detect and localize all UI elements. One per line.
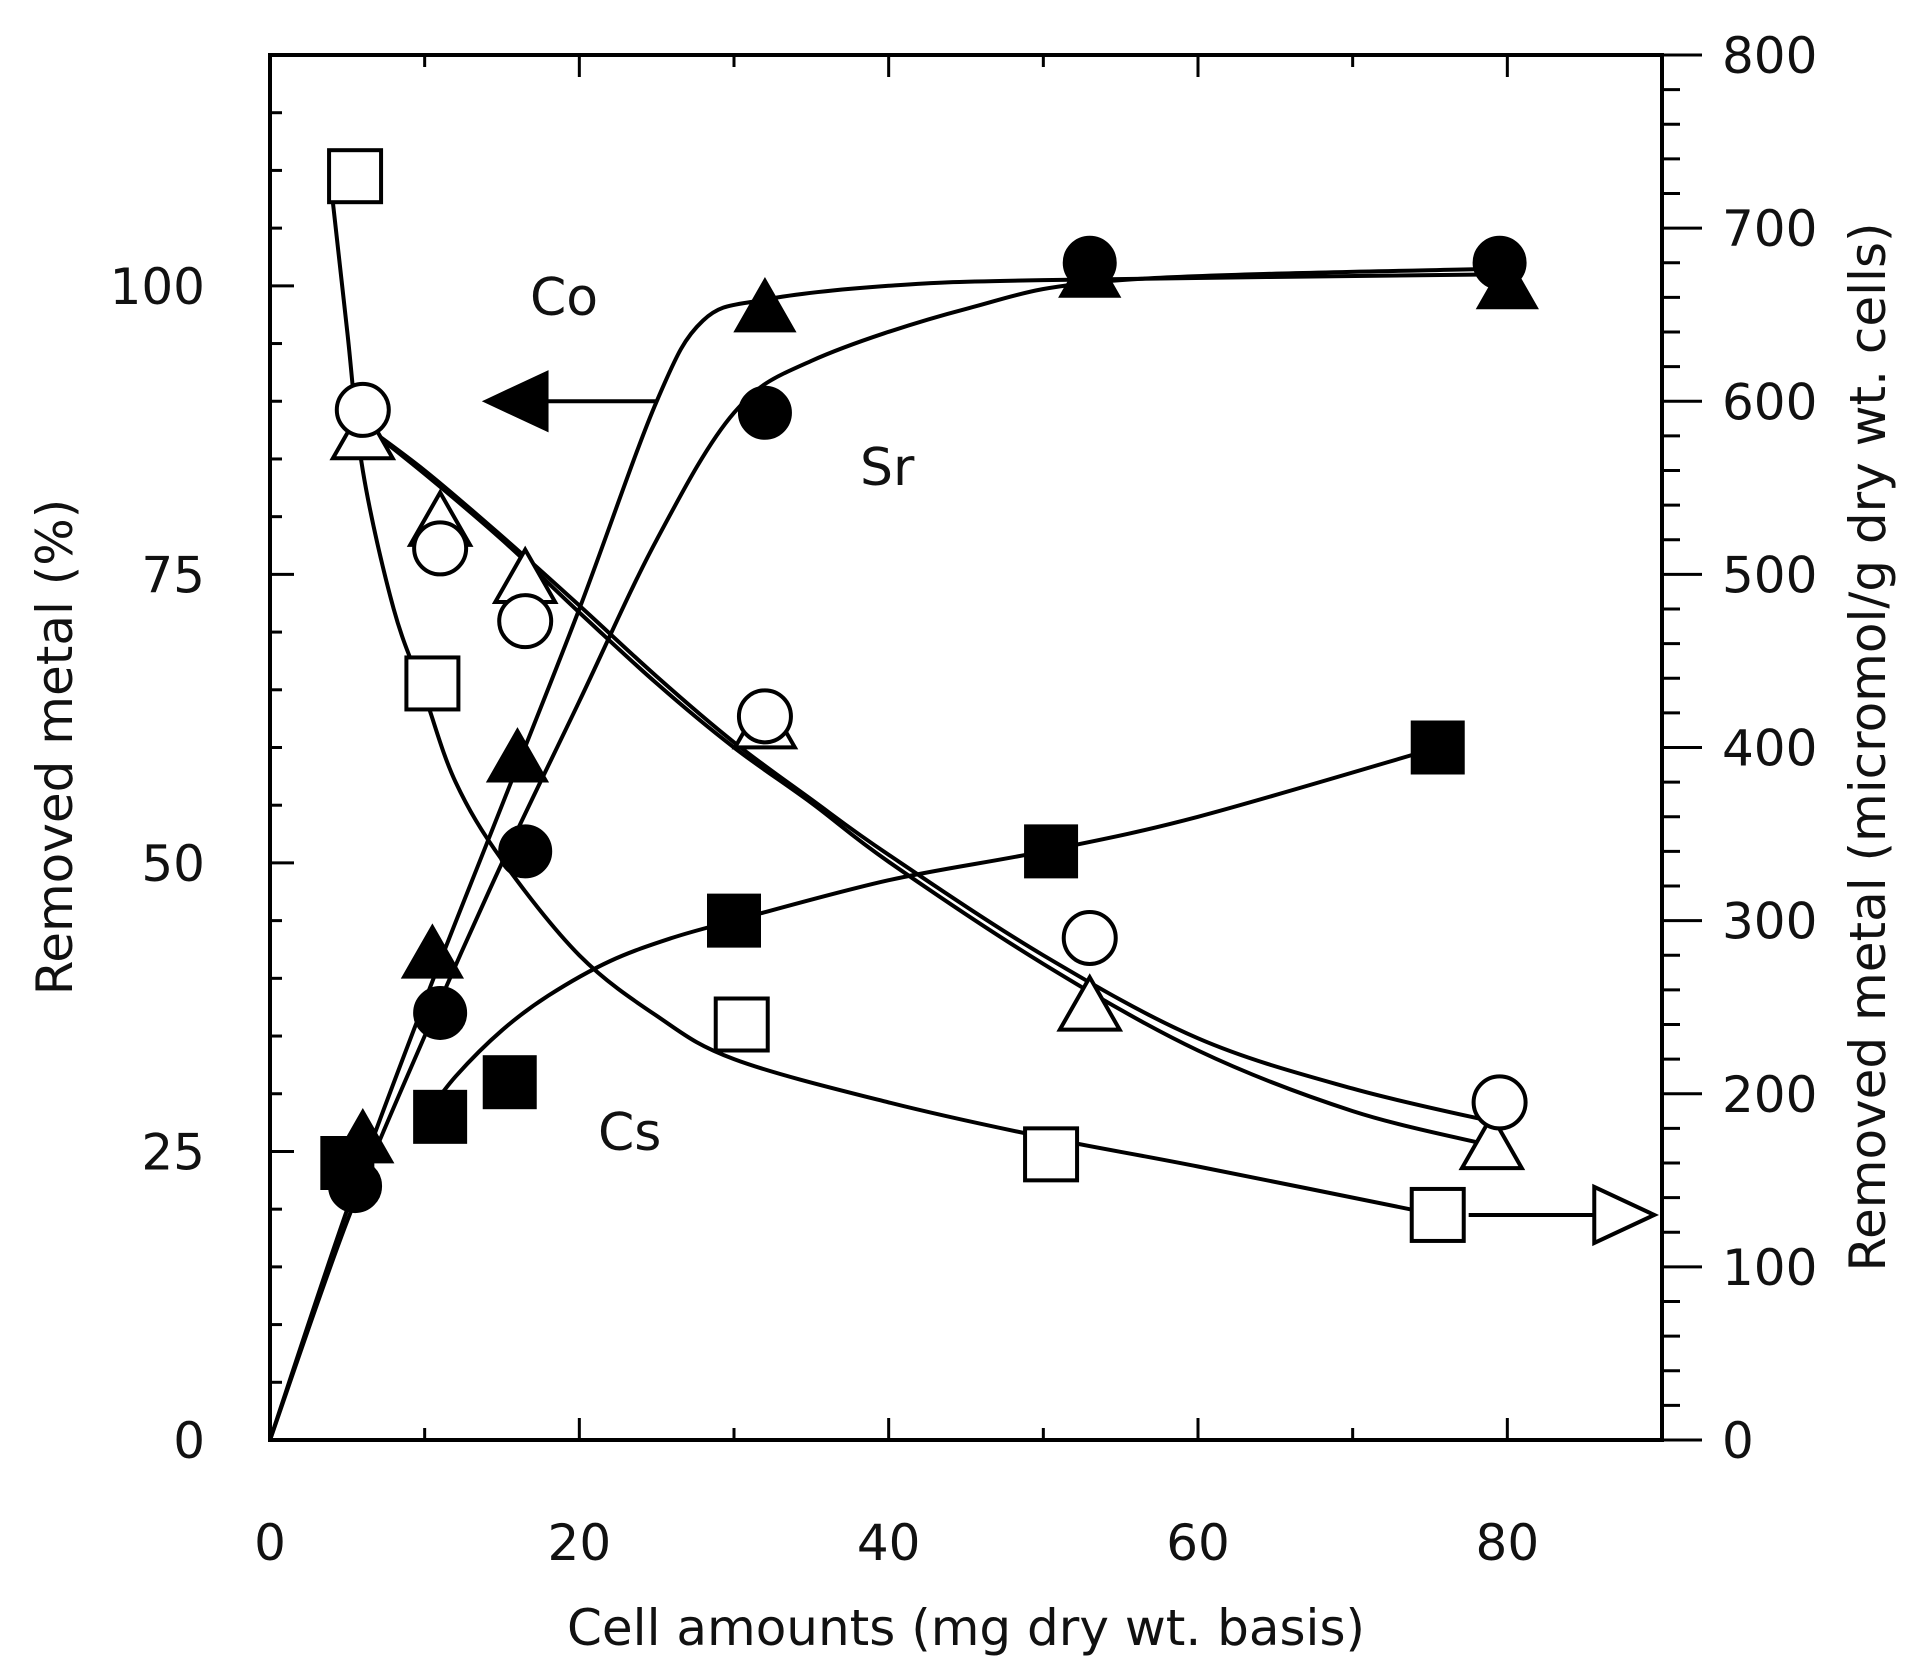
marker-circle-open — [1061, 909, 1118, 966]
marker-circle-filled — [498, 824, 553, 879]
annotation-co: Co — [530, 268, 598, 328]
marker-square-filled — [1024, 824, 1079, 879]
marker-triangle-open — [1458, 1111, 1526, 1171]
y-right-tick-label: 600 — [1722, 373, 1817, 431]
marker-triangle-filled — [485, 727, 550, 783]
y-left-tick-label: 25 — [141, 1123, 205, 1181]
fit-curve — [353, 416, 1501, 1126]
x-tick-label: 60 — [1166, 1514, 1230, 1572]
marker-square-open — [404, 655, 461, 712]
y-left-tick-label: 100 — [110, 258, 205, 316]
marker-circle-open — [497, 593, 554, 650]
y-axis-right-label: Removed metal (micromol/g dry wt. cells) — [1839, 223, 1897, 1272]
x-tick-label: 20 — [548, 1514, 612, 1572]
x-tick-label: 0 — [254, 1514, 286, 1572]
y-left-tick-label: 50 — [141, 835, 205, 893]
marker-circle-filled — [1062, 235, 1117, 290]
fit-curve — [268, 272, 1508, 1441]
marker-square-filled — [1410, 720, 1465, 775]
y-right-tick-label: 200 — [1722, 1066, 1817, 1124]
y-right-tick-label: 100 — [1722, 1239, 1817, 1297]
fit-curve — [423, 745, 1439, 1119]
y-right-tick-label: 500 — [1722, 546, 1817, 604]
data-markers — [320, 148, 1539, 1243]
axis-arrows — [481, 370, 1659, 1247]
y-left-tick-label: 75 — [141, 546, 205, 604]
y-left-tick-label: 0 — [173, 1412, 205, 1470]
marker-circle-open — [736, 688, 793, 745]
x-axis-label: Cell amounts (mg dry wt. basis) — [567, 1599, 1365, 1657]
arrow-right-icon — [1592, 1183, 1659, 1247]
marker-square-open — [713, 996, 770, 1053]
axis-ticks — [268, 53, 1702, 1442]
marker-triangle-open — [1056, 973, 1124, 1032]
y-right-tick-label: 800 — [1722, 27, 1817, 85]
y-right-tick-label: 300 — [1722, 893, 1817, 951]
marker-circle-open — [334, 381, 391, 438]
marker-square-filled — [482, 1055, 537, 1110]
marker-circle-filled — [1472, 235, 1527, 290]
fit-curve — [268, 266, 1508, 1441]
tick-labels: 0 20 40 60 800255075100010020030040050060070… — [110, 27, 1818, 1572]
y-axis-left-label: Removed metal (%) — [26, 499, 84, 996]
marker-circle-open — [1471, 1074, 1528, 1131]
y-right-tick-label: 700 — [1722, 200, 1817, 258]
fit-curve — [353, 417, 1493, 1148]
marker-circle-filled — [413, 985, 468, 1040]
marker-circle-filled — [737, 385, 792, 440]
marker-square-filled — [413, 1089, 468, 1144]
marker-square-filled — [320, 1136, 375, 1190]
marker-square-open — [327, 148, 384, 205]
marker-circle-open — [412, 520, 469, 577]
x-tick-label: 40 — [857, 1514, 921, 1572]
annotation-cs: Cs — [598, 1103, 661, 1163]
marker-square-open — [1023, 1126, 1080, 1183]
marker-square-open — [1409, 1186, 1466, 1243]
arrow-left-icon — [481, 370, 549, 433]
annotation-sr: Sr — [860, 438, 915, 498]
marker-triangle-filled — [400, 923, 465, 979]
marker-triangle-filled — [733, 277, 797, 333]
y-right-tick-label: 400 — [1722, 720, 1817, 778]
marker-square-filled — [707, 893, 761, 948]
x-tick-label: 80 — [1476, 1514, 1540, 1572]
y-right-tick-label: 0 — [1722, 1412, 1754, 1470]
fit-curves — [268, 193, 1508, 1441]
